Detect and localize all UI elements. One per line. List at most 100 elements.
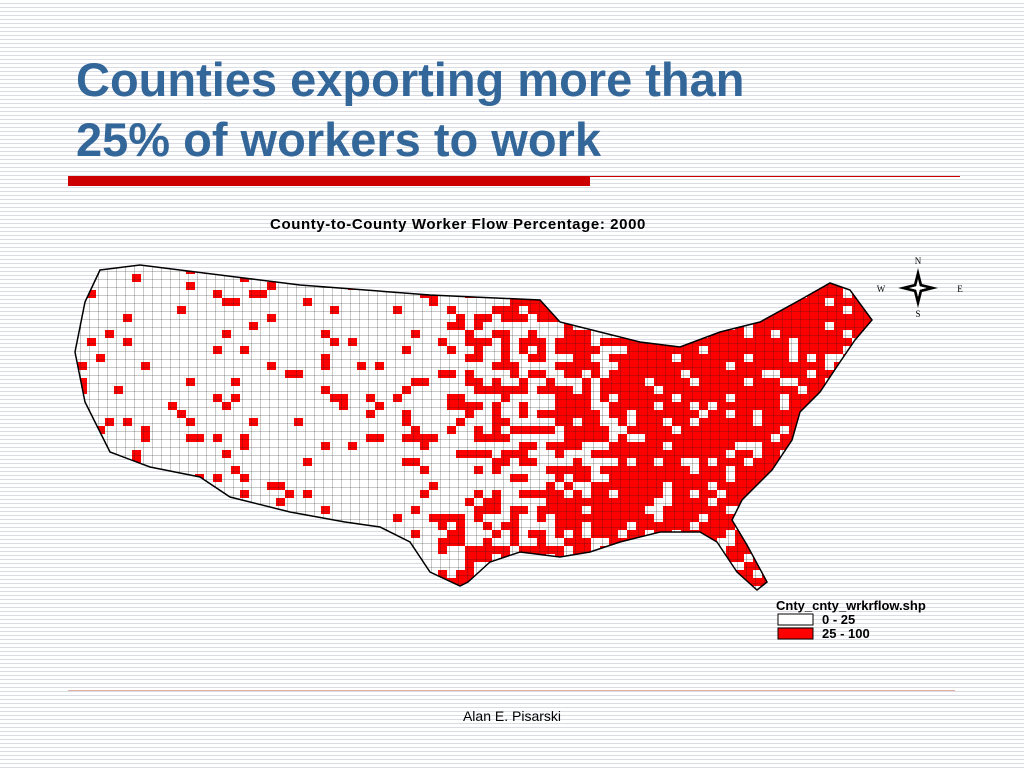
county-fill	[411, 562, 420, 570]
county-fill	[870, 250, 879, 258]
county-fill	[852, 530, 861, 538]
county-fill	[591, 274, 600, 282]
county-fill	[870, 562, 872, 570]
compass-e: E	[957, 284, 963, 294]
county-fill	[744, 298, 753, 306]
county-fill	[888, 554, 897, 562]
county-fill	[717, 250, 726, 258]
county-fill	[708, 274, 717, 282]
county-fill	[879, 266, 888, 274]
county-fill	[771, 506, 780, 514]
county-fill	[807, 522, 816, 530]
county-fill	[708, 586, 717, 590]
county-fill	[537, 586, 546, 590]
county-fill	[879, 394, 888, 402]
county-fill	[888, 250, 897, 258]
county-fill	[798, 570, 807, 578]
county-fill	[672, 338, 681, 346]
county-fill	[600, 570, 609, 578]
county-fill	[690, 274, 699, 282]
county-fill	[888, 514, 897, 522]
county-fill	[852, 546, 861, 554]
county-fill	[861, 554, 870, 562]
county-fill	[861, 450, 870, 458]
county-fill	[555, 562, 564, 570]
county-fill	[798, 578, 807, 586]
county-fill	[105, 466, 114, 474]
county-fill	[663, 586, 672, 590]
county-fill	[870, 346, 872, 354]
county-fill	[780, 466, 789, 474]
county-fill	[870, 394, 872, 402]
county-fill	[654, 330, 663, 338]
county-fill	[861, 266, 870, 274]
county-fill	[825, 426, 834, 434]
county-fill	[834, 402, 843, 410]
county-fill	[834, 490, 843, 498]
county-fill	[744, 265, 753, 266]
county-fill	[870, 330, 872, 338]
county-fill	[681, 250, 690, 258]
county-fill	[231, 586, 240, 590]
county-fill	[591, 298, 600, 306]
county-fill	[681, 266, 690, 274]
county-fill	[600, 562, 609, 570]
county-fill	[726, 586, 735, 590]
county-fill	[654, 274, 663, 282]
county-fill	[699, 250, 708, 258]
county-fill	[276, 570, 285, 578]
county-fill	[870, 586, 872, 590]
county-fill	[753, 290, 762, 298]
county-fill	[861, 538, 870, 546]
county-fill	[861, 522, 870, 530]
county-fill	[708, 570, 717, 578]
county-fill	[492, 562, 501, 570]
county-fill	[411, 586, 420, 590]
county-fill	[672, 586, 681, 590]
legend-swatch	[777, 627, 814, 640]
county-fill	[816, 586, 825, 590]
county-fill	[456, 594, 465, 602]
county-fill	[816, 434, 825, 442]
county-fill	[663, 322, 672, 330]
county-fill	[663, 266, 672, 274]
county-fill	[726, 250, 735, 258]
county-fill	[861, 578, 870, 586]
county-fill	[735, 290, 744, 298]
county-fill	[573, 578, 582, 586]
county-fill	[402, 586, 411, 590]
county-fill	[789, 474, 798, 482]
county-fill	[483, 578, 492, 586]
county-fill	[762, 298, 771, 306]
county-fill	[582, 250, 591, 258]
county-fill	[834, 370, 843, 378]
county-fill	[789, 274, 798, 282]
county-fill	[240, 538, 249, 546]
county-fill	[483, 250, 492, 258]
county-fill	[843, 450, 852, 458]
county-fill	[888, 258, 897, 266]
county-fill	[411, 282, 420, 290]
county-fill	[834, 434, 843, 442]
county-fill	[645, 250, 654, 258]
legend-title: Cnty_cnty_wrkrflow.shp	[776, 598, 926, 613]
county-fill	[708, 290, 717, 298]
county-fill	[825, 450, 834, 458]
map-title: County-to-County Worker Flow Percentage:…	[270, 216, 646, 233]
legend-label: 0 - 25	[822, 612, 855, 627]
county-fill	[618, 586, 627, 590]
county-fill	[807, 562, 816, 570]
county-fill	[771, 490, 780, 498]
county-fill	[870, 530, 872, 538]
county-fill	[735, 298, 744, 306]
county-fill	[60, 250, 69, 258]
county-fill	[870, 378, 872, 386]
county-fill	[582, 306, 591, 314]
county-fill	[465, 265, 474, 266]
county-fill	[780, 546, 789, 554]
county-fill	[870, 458, 872, 466]
county-fill	[681, 274, 690, 282]
county-fill	[75, 290, 78, 298]
county-fill	[609, 265, 618, 266]
county-fill	[699, 306, 708, 314]
